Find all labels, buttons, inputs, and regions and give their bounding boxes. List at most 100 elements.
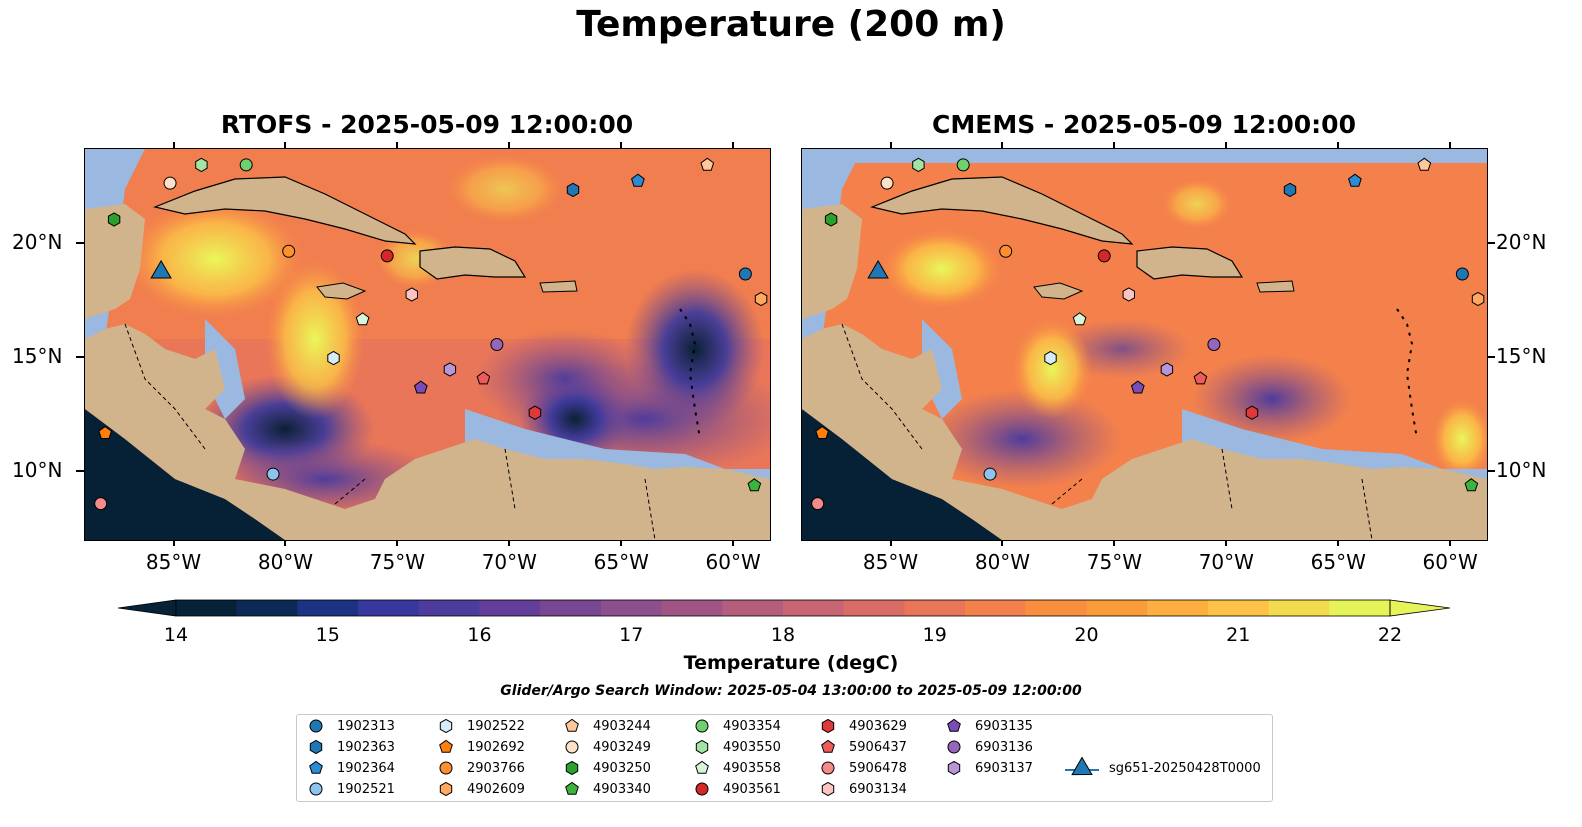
colorbar-segment — [661, 600, 723, 616]
legend-label: 1902522 — [467, 718, 525, 734]
legend-label: 4903550 — [723, 739, 781, 755]
marker-4903244[interactable] — [700, 157, 715, 171]
marker-1902363[interactable] — [566, 182, 580, 198]
marker-1902522[interactable] — [327, 350, 340, 366]
colorbar-segment — [418, 600, 480, 616]
marker-4903561[interactable] — [1097, 249, 1111, 263]
marker-2903766[interactable] — [999, 244, 1013, 258]
marker-1902522[interactable] — [1044, 350, 1057, 366]
marker-sg651-20250428T0000[interactable] — [867, 259, 889, 279]
cmems-map[interactable] — [801, 148, 1488, 541]
marker-1902692[interactable] — [98, 425, 112, 439]
marker-1902692[interactable] — [815, 425, 829, 439]
marker-4903629[interactable] — [528, 405, 542, 420]
marker-6903136[interactable] — [490, 338, 504, 351]
figure-title: Temperature (200 m) — [576, 4, 1006, 45]
marker-4903249[interactable] — [880, 176, 894, 190]
marker-4902609[interactable] — [754, 291, 768, 307]
marker-4903244[interactable] — [1417, 157, 1432, 171]
circle-marker-icon — [695, 719, 709, 733]
marker-4903550[interactable] — [195, 157, 208, 173]
cmems-panel-title: CMEMS - 2025-05-09 12:00:00 — [932, 110, 1356, 139]
legend-item-4903561: 4903561 — [691, 779, 781, 799]
cmems-x-tick-mark — [1449, 142, 1452, 148]
marker-6903136[interactable] — [1207, 338, 1221, 351]
marker-5906478[interactable] — [94, 497, 108, 511]
rtofs-x-tick-label: 60°W — [705, 550, 761, 574]
rtofs-y-tick-label: 15°N — [12, 344, 63, 369]
rtofs-x-tick-mark — [732, 540, 735, 546]
rtofs-x-tick-mark — [172, 540, 175, 546]
legend-item-4903558: 4903558 — [691, 758, 781, 778]
circle-marker-icon — [309, 782, 323, 796]
legend-item-1902522: 1902522 — [435, 716, 525, 736]
marker-4903354[interactable] — [956, 158, 970, 172]
cmems-y-tick-label: 10°N — [1496, 457, 1547, 482]
marker-sg651-20250428T0000[interactable] — [150, 259, 172, 279]
marker-4903250[interactable] — [107, 212, 121, 227]
rtofs-x-tick-label: 80°W — [257, 550, 314, 574]
hexagon-marker-icon — [439, 718, 453, 734]
colorbar-segment — [236, 600, 298, 616]
legend-label: 1902692 — [467, 739, 525, 755]
marker-5906437[interactable] — [1193, 371, 1208, 385]
cmems-markers — [811, 157, 1485, 511]
legend-item-1902364: 1902364 — [305, 758, 395, 778]
marker-6903134[interactable] — [1122, 287, 1135, 302]
colorbar-segment — [783, 600, 845, 616]
marker-4903561[interactable] — [380, 249, 394, 263]
legend-label: 1902521 — [337, 781, 395, 797]
hexagon-marker-icon — [821, 781, 835, 797]
marker-4903558[interactable] — [1072, 312, 1087, 326]
circle-marker-icon — [309, 719, 323, 733]
marker-1902521[interactable] — [983, 467, 997, 481]
colorbar-segment — [1329, 600, 1391, 616]
legend-item-2903766: 2903766 — [435, 758, 525, 778]
marker-5906478[interactable] — [811, 497, 825, 511]
marker-4902609[interactable] — [1471, 291, 1485, 307]
marker-4903250[interactable] — [824, 212, 838, 227]
marker-1902364[interactable] — [631, 173, 645, 187]
marker-4903249[interactable] — [163, 176, 177, 190]
marker-1902313[interactable] — [738, 267, 752, 281]
marker-4903340[interactable] — [747, 478, 762, 492]
marker-4903629[interactable] — [1245, 405, 1259, 420]
marker-4903340[interactable] — [1464, 478, 1479, 492]
marker-4903550[interactable] — [912, 157, 925, 173]
circle-marker-icon — [821, 761, 835, 775]
marker-1902521[interactable] — [266, 467, 280, 481]
legend-label: 6903137 — [975, 760, 1033, 776]
legend-label: 4903558 — [723, 760, 781, 776]
colorbar-over-extend — [1389, 599, 1451, 617]
marker-4903354[interactable] — [239, 158, 253, 172]
marker-6903134[interactable] — [405, 287, 418, 302]
marker-6903135[interactable] — [1130, 380, 1145, 394]
legend-label: 4903629 — [849, 718, 907, 734]
cmems-y-tick-label: 20°N — [1496, 230, 1547, 255]
marker-2903766[interactable] — [282, 244, 296, 258]
marker-6903135[interactable] — [413, 380, 428, 394]
colorbar-tick-label: 19 — [922, 624, 947, 646]
marker-1902364[interactable] — [1348, 173, 1362, 187]
colorbar — [117, 598, 1451, 622]
legend-item-6903135: 6903135 — [943, 716, 1033, 736]
marker-5906437[interactable] — [476, 371, 491, 385]
marker-6903137[interactable] — [1160, 362, 1174, 377]
triangle-marker-icon — [1065, 756, 1099, 776]
cmems-x-tick-mark — [889, 540, 892, 546]
rtofs-map[interactable] — [84, 148, 771, 541]
colorbar-segment — [1268, 600, 1330, 616]
colorbar-tick-label: 22 — [1377, 624, 1403, 646]
rtofs-x-tick-mark — [620, 540, 623, 546]
marker-6903137[interactable] — [443, 362, 457, 377]
legend-label: 2903766 — [467, 760, 525, 776]
marker-1902313[interactable] — [1455, 267, 1469, 281]
marker-4903558[interactable] — [355, 312, 370, 326]
legend-label: 6903135 — [975, 718, 1033, 734]
cmems-x-tick-mark — [1337, 142, 1340, 148]
colorbar-frame — [175, 599, 1391, 617]
marker-1902363[interactable] — [1283, 182, 1297, 198]
cmems-x-tick-mark — [1225, 540, 1228, 546]
cmems-x-tick-mark — [1113, 540, 1116, 546]
legend-item-1902692: 1902692 — [435, 737, 525, 757]
